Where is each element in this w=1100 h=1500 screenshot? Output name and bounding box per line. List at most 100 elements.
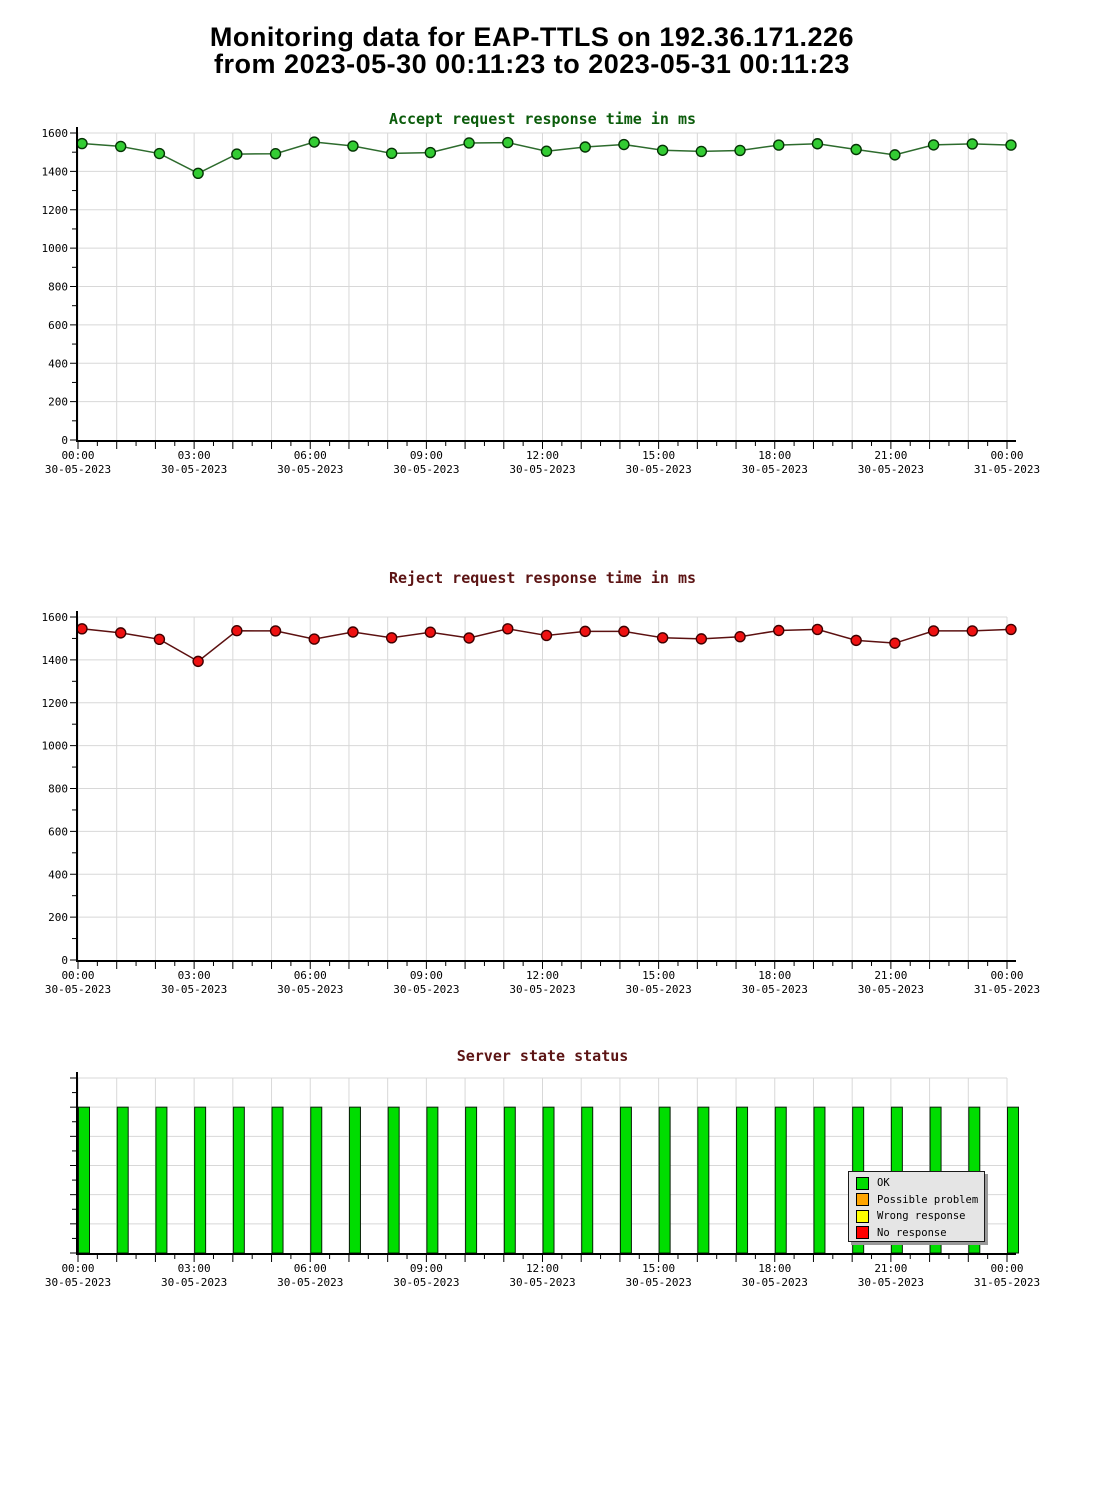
x-tick-label-time: 03:00 — [178, 1262, 211, 1275]
legend-label: Wrong response — [877, 1210, 966, 1223]
x-tick-label-time: 12:00 — [526, 449, 559, 462]
y-tick-label: 1000 — [42, 242, 69, 255]
data-point — [811, 138, 824, 150]
x-tick-label-date: 31-05-2023 — [974, 1276, 1040, 1289]
x-tick-label-time: 12:00 — [526, 969, 559, 982]
x-tick-label-time: 18:00 — [758, 969, 791, 982]
legend-label: Possible problem — [877, 1193, 979, 1206]
x-tick-label-time: 18:00 — [758, 1262, 791, 1275]
x-tick-label-date: 30-05-2023 — [45, 463, 111, 476]
x-tick-label-date: 30-05-2023 — [393, 983, 459, 996]
status-bar — [387, 1106, 400, 1254]
x-tick-label-date: 30-05-2023 — [626, 463, 692, 476]
x-tick-label-date: 30-05-2023 — [393, 463, 459, 476]
y-tick-label: 400 — [48, 868, 68, 881]
y-tick-label: 800 — [48, 783, 68, 796]
x-tick-label-time: 12:00 — [526, 1262, 559, 1275]
status-bar — [116, 1106, 129, 1254]
data-point — [153, 633, 166, 645]
x-tick-label-time: 03:00 — [178, 969, 211, 982]
data-point — [889, 637, 901, 649]
data-point — [734, 631, 746, 643]
legend-item-ok: OK — [849, 1175, 984, 1192]
data-point — [308, 633, 320, 645]
data-point — [927, 139, 940, 151]
status-bar — [581, 1106, 594, 1254]
data-point — [656, 632, 669, 644]
status-bar — [271, 1106, 284, 1254]
data-point — [347, 626, 359, 638]
status-bar — [78, 1106, 90, 1254]
x-tick-label-time: 21:00 — [874, 1262, 907, 1275]
x-tick-label-date: 30-05-2023 — [742, 983, 808, 996]
legend-label: OK — [877, 1177, 890, 1190]
x-tick-label-date: 30-05-2023 — [509, 983, 575, 996]
status-bar — [348, 1106, 361, 1254]
y-tick-label: 1400 — [42, 165, 69, 178]
data-point — [1005, 139, 1017, 151]
status-bar — [813, 1106, 826, 1254]
data-point — [385, 632, 398, 644]
data-point — [269, 148, 282, 160]
data-point — [424, 146, 437, 159]
data-point — [540, 629, 553, 642]
x-tick-label-date: 31-05-2023 — [974, 463, 1040, 476]
data-point — [927, 625, 940, 637]
data-point — [502, 623, 514, 635]
y-tick-label: 600 — [48, 825, 68, 838]
data-point — [424, 626, 437, 638]
y-tick-label: 0 — [61, 434, 68, 447]
x-tick-label-date: 30-05-2023 — [277, 463, 343, 476]
x-tick-label-date: 30-05-2023 — [161, 983, 227, 996]
legend-label: No response — [877, 1226, 947, 1239]
x-tick-label-date: 30-05-2023 — [742, 463, 808, 476]
status-bar — [774, 1106, 787, 1254]
page-title-line2: from 2023-05-30 00:11:23 to 2023-05-31 0… — [214, 49, 850, 79]
status-bar — [697, 1106, 710, 1254]
no-response-swatch-icon — [856, 1226, 869, 1240]
y-tick-label: 1400 — [42, 654, 69, 667]
data-point — [850, 634, 862, 647]
status-bar — [503, 1106, 516, 1254]
y-tick-label: 400 — [48, 357, 68, 370]
y-tick-label: 800 — [48, 281, 68, 294]
x-tick-label-time: 18:00 — [758, 449, 791, 462]
x-tick-label-time: 15:00 — [642, 1262, 675, 1275]
data-point — [889, 149, 901, 161]
status-bar — [736, 1106, 749, 1254]
x-tick-label-date: 30-05-2023 — [161, 463, 227, 476]
data-point — [192, 167, 204, 179]
data-point — [579, 141, 591, 153]
data-point — [463, 632, 475, 644]
x-tick-label-time: 15:00 — [642, 969, 675, 982]
x-tick-label-date: 30-05-2023 — [277, 1276, 343, 1289]
page-title-line1: Monitoring data for EAP-TTLS on 192.36.1… — [209, 22, 855, 52]
data-point — [76, 623, 88, 635]
x-tick-label-date: 30-05-2023 — [626, 1276, 692, 1289]
x-tick-label-date: 30-05-2023 — [161, 1276, 227, 1289]
x-tick-label-time: 03:00 — [178, 449, 211, 462]
data-point — [695, 145, 708, 158]
status-bar — [619, 1106, 632, 1254]
data-point — [966, 625, 978, 637]
ok-swatch-icon — [856, 1176, 869, 1190]
y-tick-label: 1600 — [42, 611, 69, 624]
data-point — [1005, 623, 1017, 636]
status-bar — [310, 1106, 323, 1254]
legend-item-wrong-response: Wrong response — [849, 1208, 984, 1225]
legend-item-possible-problem: Possible problem — [849, 1192, 984, 1209]
status-legend: OK Possible problem Wrong response No respo… — [848, 1171, 985, 1242]
y-tick-label: 200 — [48, 911, 68, 924]
x-tick-label-time: 06:00 — [294, 969, 327, 982]
x-tick-label-date: 30-05-2023 — [509, 1276, 575, 1289]
status-bar — [426, 1106, 439, 1254]
data-point — [192, 655, 204, 668]
x-tick-label-date: 30-05-2023 — [45, 983, 111, 996]
x-tick-label-time: 00:00 — [61, 969, 94, 982]
data-point — [540, 145, 553, 157]
data-point — [773, 624, 785, 637]
data-point — [966, 138, 978, 150]
y-tick-label: 0 — [61, 954, 68, 967]
data-point — [734, 144, 746, 157]
data-point — [231, 625, 243, 637]
